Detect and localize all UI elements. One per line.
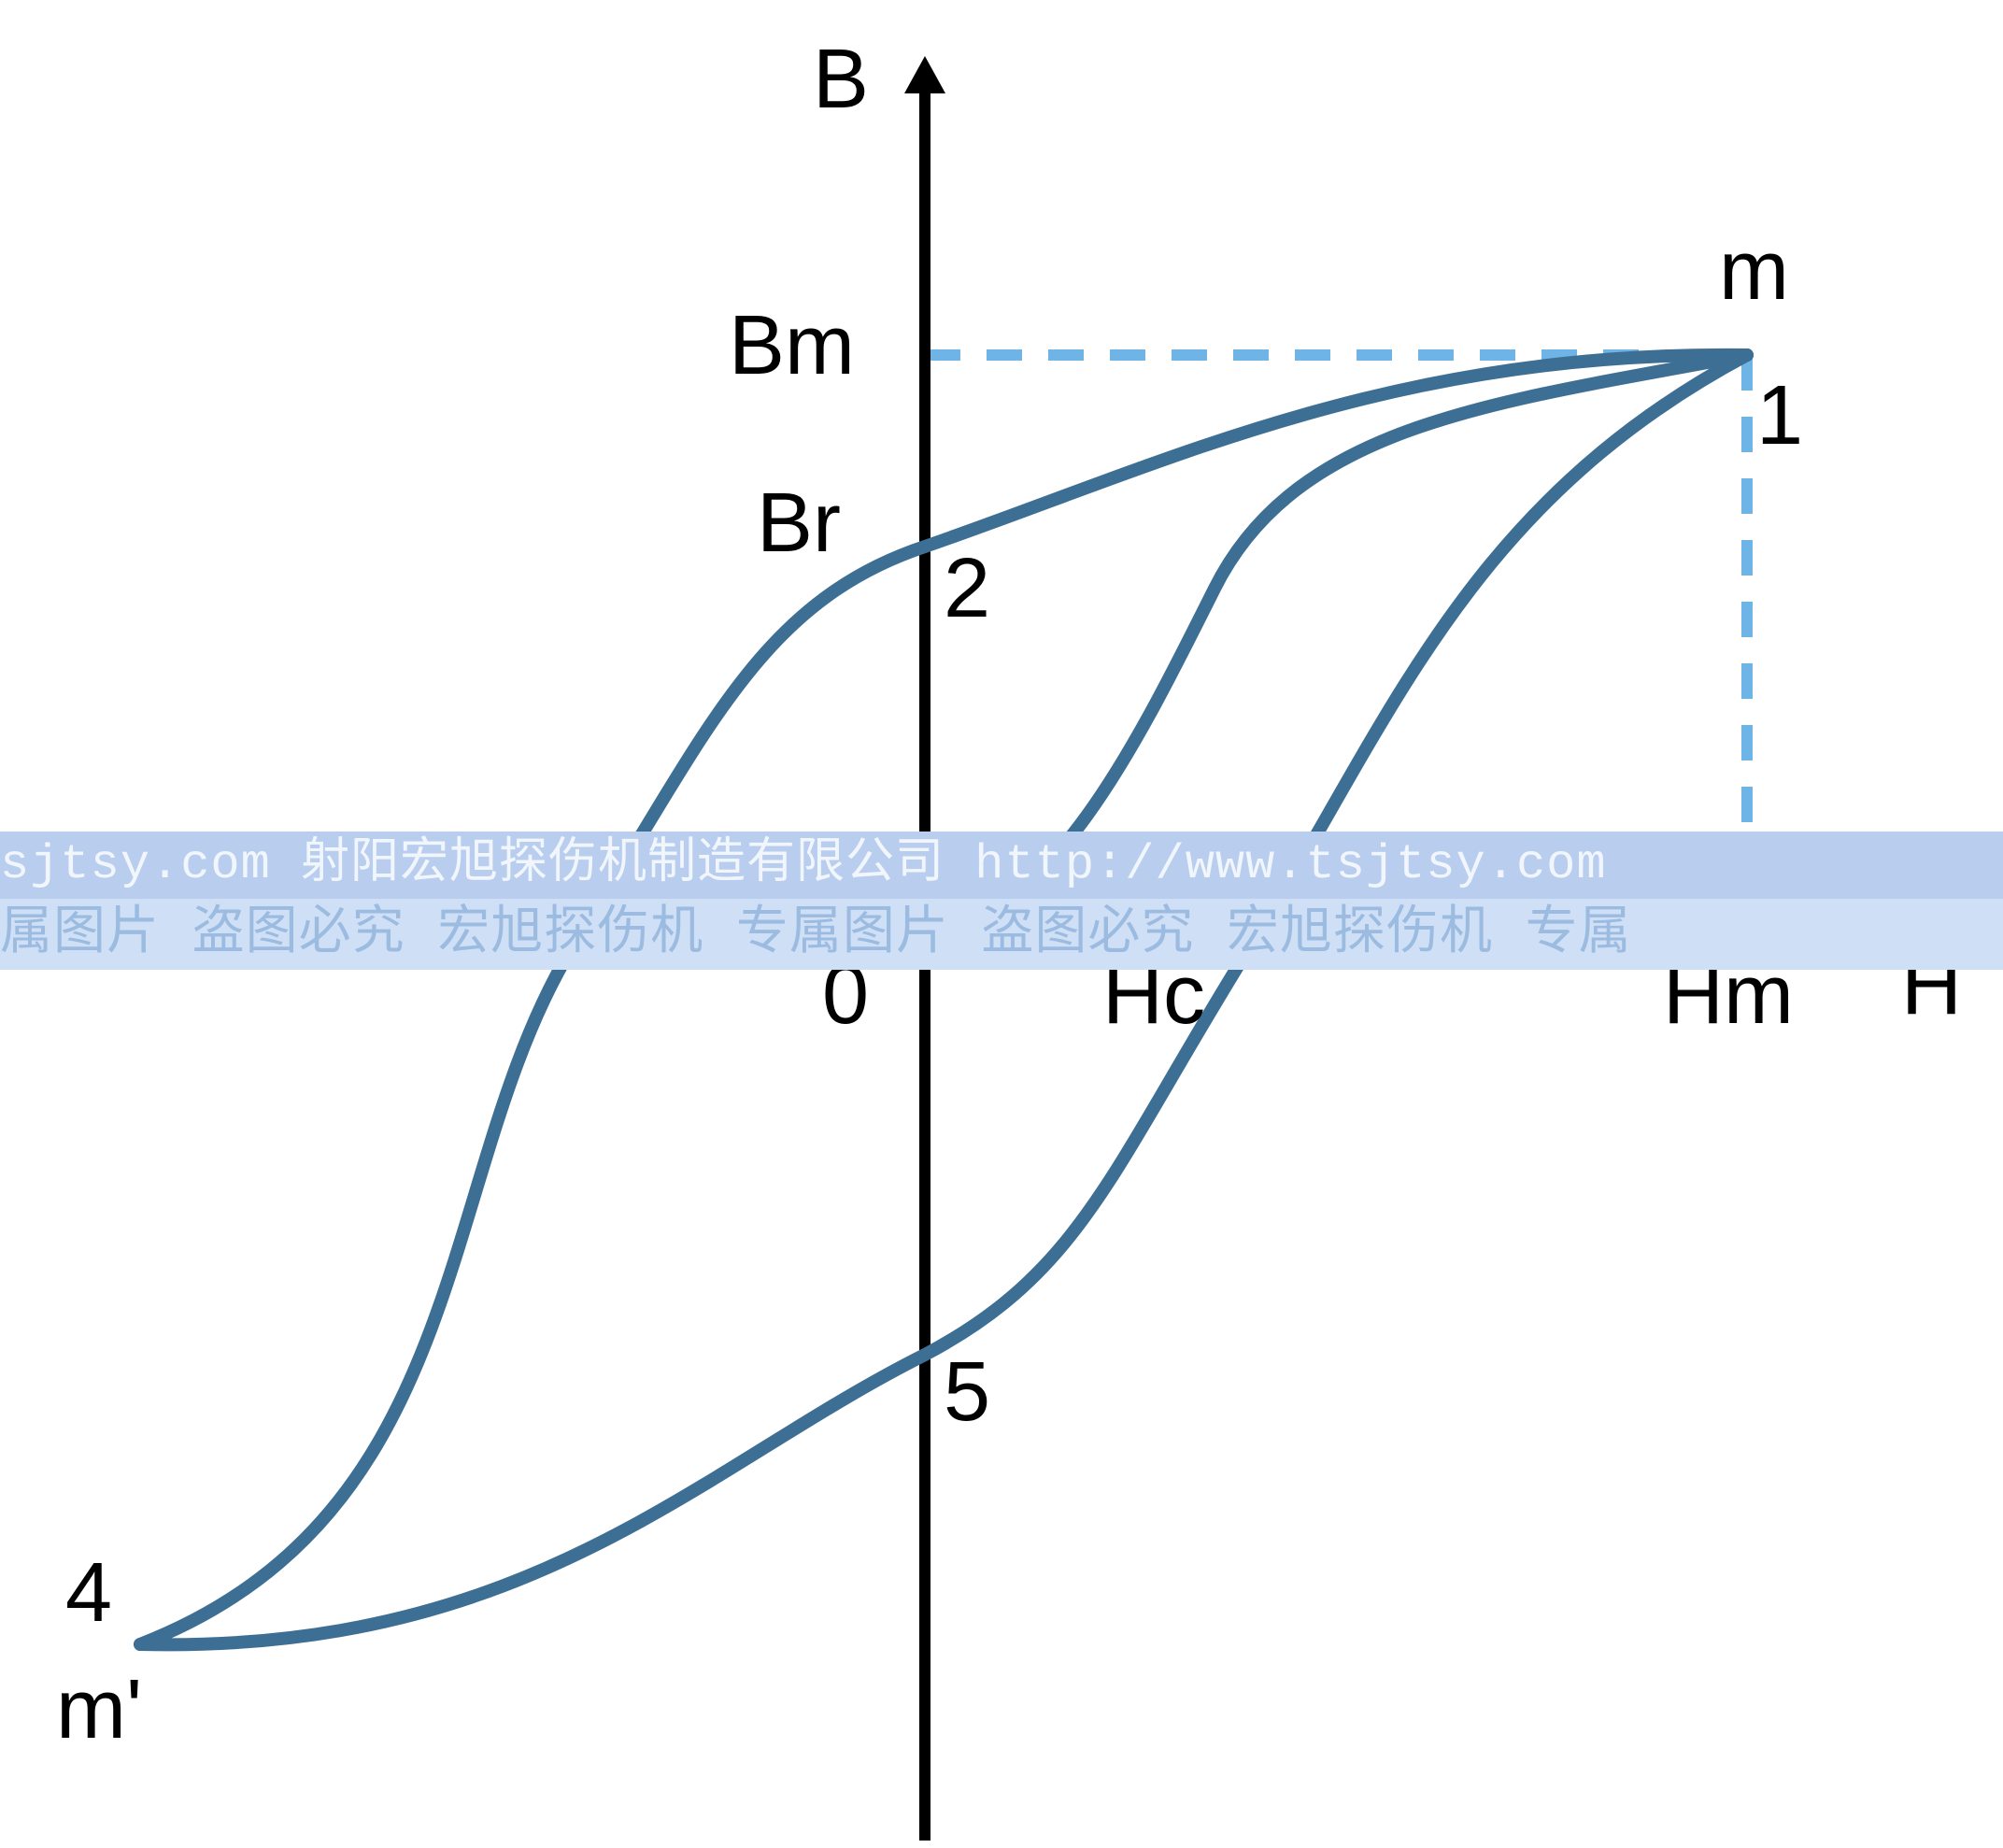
label-B: B — [813, 33, 869, 126]
y-axis-arrow — [904, 56, 945, 93]
label-one: 1 — [1756, 369, 1803, 462]
label-mprime: m' — [56, 1663, 142, 1756]
watermark-band-1: sjtsy.com 射阳宏旭探伤机制造有限公司 http://www.tsjts… — [0, 832, 2003, 899]
label-two: 2 — [944, 542, 990, 635]
label-m: m — [1719, 224, 1789, 318]
label-Bm: Bm — [729, 299, 855, 392]
watermark-text-1: sjtsy.com 射阳宏旭探伤机制造有限公司 http://www.tsjts… — [0, 837, 1607, 892]
watermark-band-2: 属图片 盗图必究 宏旭探伤机 专属图片 盗图必究 宏旭探伤机 专属 — [0, 899, 2003, 970]
label-five: 5 — [944, 1345, 990, 1439]
label-Br: Br — [757, 476, 841, 570]
watermark-text-2: 属图片 盗图必究 宏旭探伤机 专属图片 盗图必究 宏旭探伤机 专属 — [0, 904, 1632, 964]
label-four: 4 — [65, 1546, 112, 1640]
